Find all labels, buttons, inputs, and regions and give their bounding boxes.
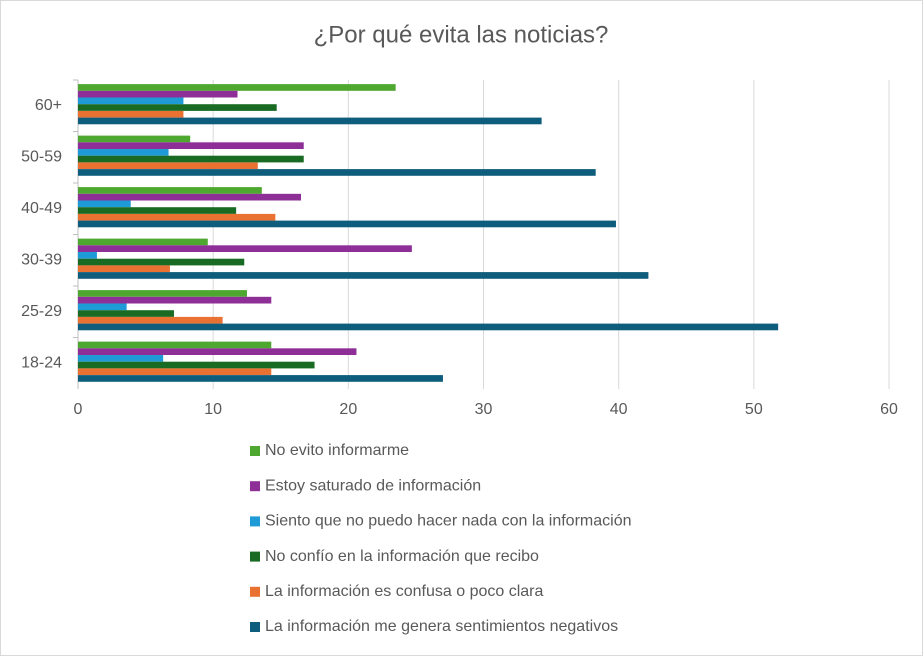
bar bbox=[78, 110, 184, 118]
bar bbox=[78, 207, 237, 214]
legend-swatch bbox=[250, 622, 260, 632]
bar bbox=[78, 316, 223, 324]
legend-label: Estoy saturado de información bbox=[265, 477, 481, 494]
bar bbox=[78, 296, 272, 304]
bar bbox=[78, 272, 649, 279]
bar bbox=[78, 193, 302, 201]
y-tick-label: 60+ bbox=[35, 97, 62, 114]
bar bbox=[78, 323, 779, 331]
bar bbox=[78, 290, 247, 297]
legend-label: La información me genera sentimientos ne… bbox=[265, 618, 618, 635]
bar bbox=[78, 84, 396, 91]
y-tick-label: 30-39 bbox=[21, 251, 62, 268]
y-tick-label: 25-29 bbox=[21, 303, 62, 320]
x-tick-label: 0 bbox=[74, 401, 83, 418]
bar bbox=[78, 162, 258, 170]
bar bbox=[78, 169, 596, 176]
x-tick-label: 50 bbox=[745, 401, 763, 418]
x-tick-label: 20 bbox=[339, 401, 357, 418]
y-tick-label: 50-59 bbox=[21, 148, 62, 165]
legend-swatch bbox=[250, 481, 260, 492]
bar bbox=[78, 348, 357, 356]
legend-label: No evito informarme bbox=[265, 442, 409, 459]
bar bbox=[78, 361, 315, 369]
legend-swatch bbox=[250, 446, 260, 456]
legend-swatch bbox=[250, 516, 260, 527]
bar bbox=[78, 238, 208, 246]
bar bbox=[78, 97, 184, 105]
bar bbox=[78, 200, 131, 208]
bar bbox=[78, 149, 169, 156]
bar bbox=[78, 220, 616, 228]
legend-swatch bbox=[250, 586, 260, 597]
legend-label: Siento que no puedo hacer nada con la in… bbox=[265, 513, 631, 530]
bar bbox=[78, 375, 443, 382]
bar bbox=[78, 187, 262, 194]
bar bbox=[78, 155, 304, 163]
x-tick-label: 40 bbox=[610, 401, 628, 418]
bar bbox=[78, 142, 304, 150]
legend-swatch bbox=[250, 551, 260, 562]
legend-label: No confío en la información que recibo bbox=[265, 548, 539, 565]
bar bbox=[78, 213, 276, 221]
bar bbox=[78, 104, 277, 111]
bar bbox=[78, 310, 174, 317]
bar bbox=[78, 303, 127, 311]
bar bbox=[78, 245, 412, 253]
bar bbox=[78, 341, 272, 349]
y-tick-label: 18-24 bbox=[21, 354, 62, 371]
bar bbox=[78, 252, 97, 259]
chart-title: ¿Por qué evita las noticias? bbox=[314, 21, 609, 48]
x-tick-label: 10 bbox=[204, 401, 222, 418]
bar bbox=[78, 368, 272, 376]
bar bbox=[78, 117, 542, 125]
x-tick-label: 60 bbox=[880, 401, 898, 418]
bar bbox=[78, 355, 164, 362]
x-tick-label: 30 bbox=[475, 401, 493, 418]
y-tick-label: 40-49 bbox=[21, 200, 62, 217]
legend-label: La información es confusa o poco clara bbox=[265, 583, 543, 600]
bar bbox=[78, 258, 245, 266]
bar bbox=[78, 90, 238, 98]
bar bbox=[78, 265, 170, 273]
bar bbox=[78, 135, 191, 143]
